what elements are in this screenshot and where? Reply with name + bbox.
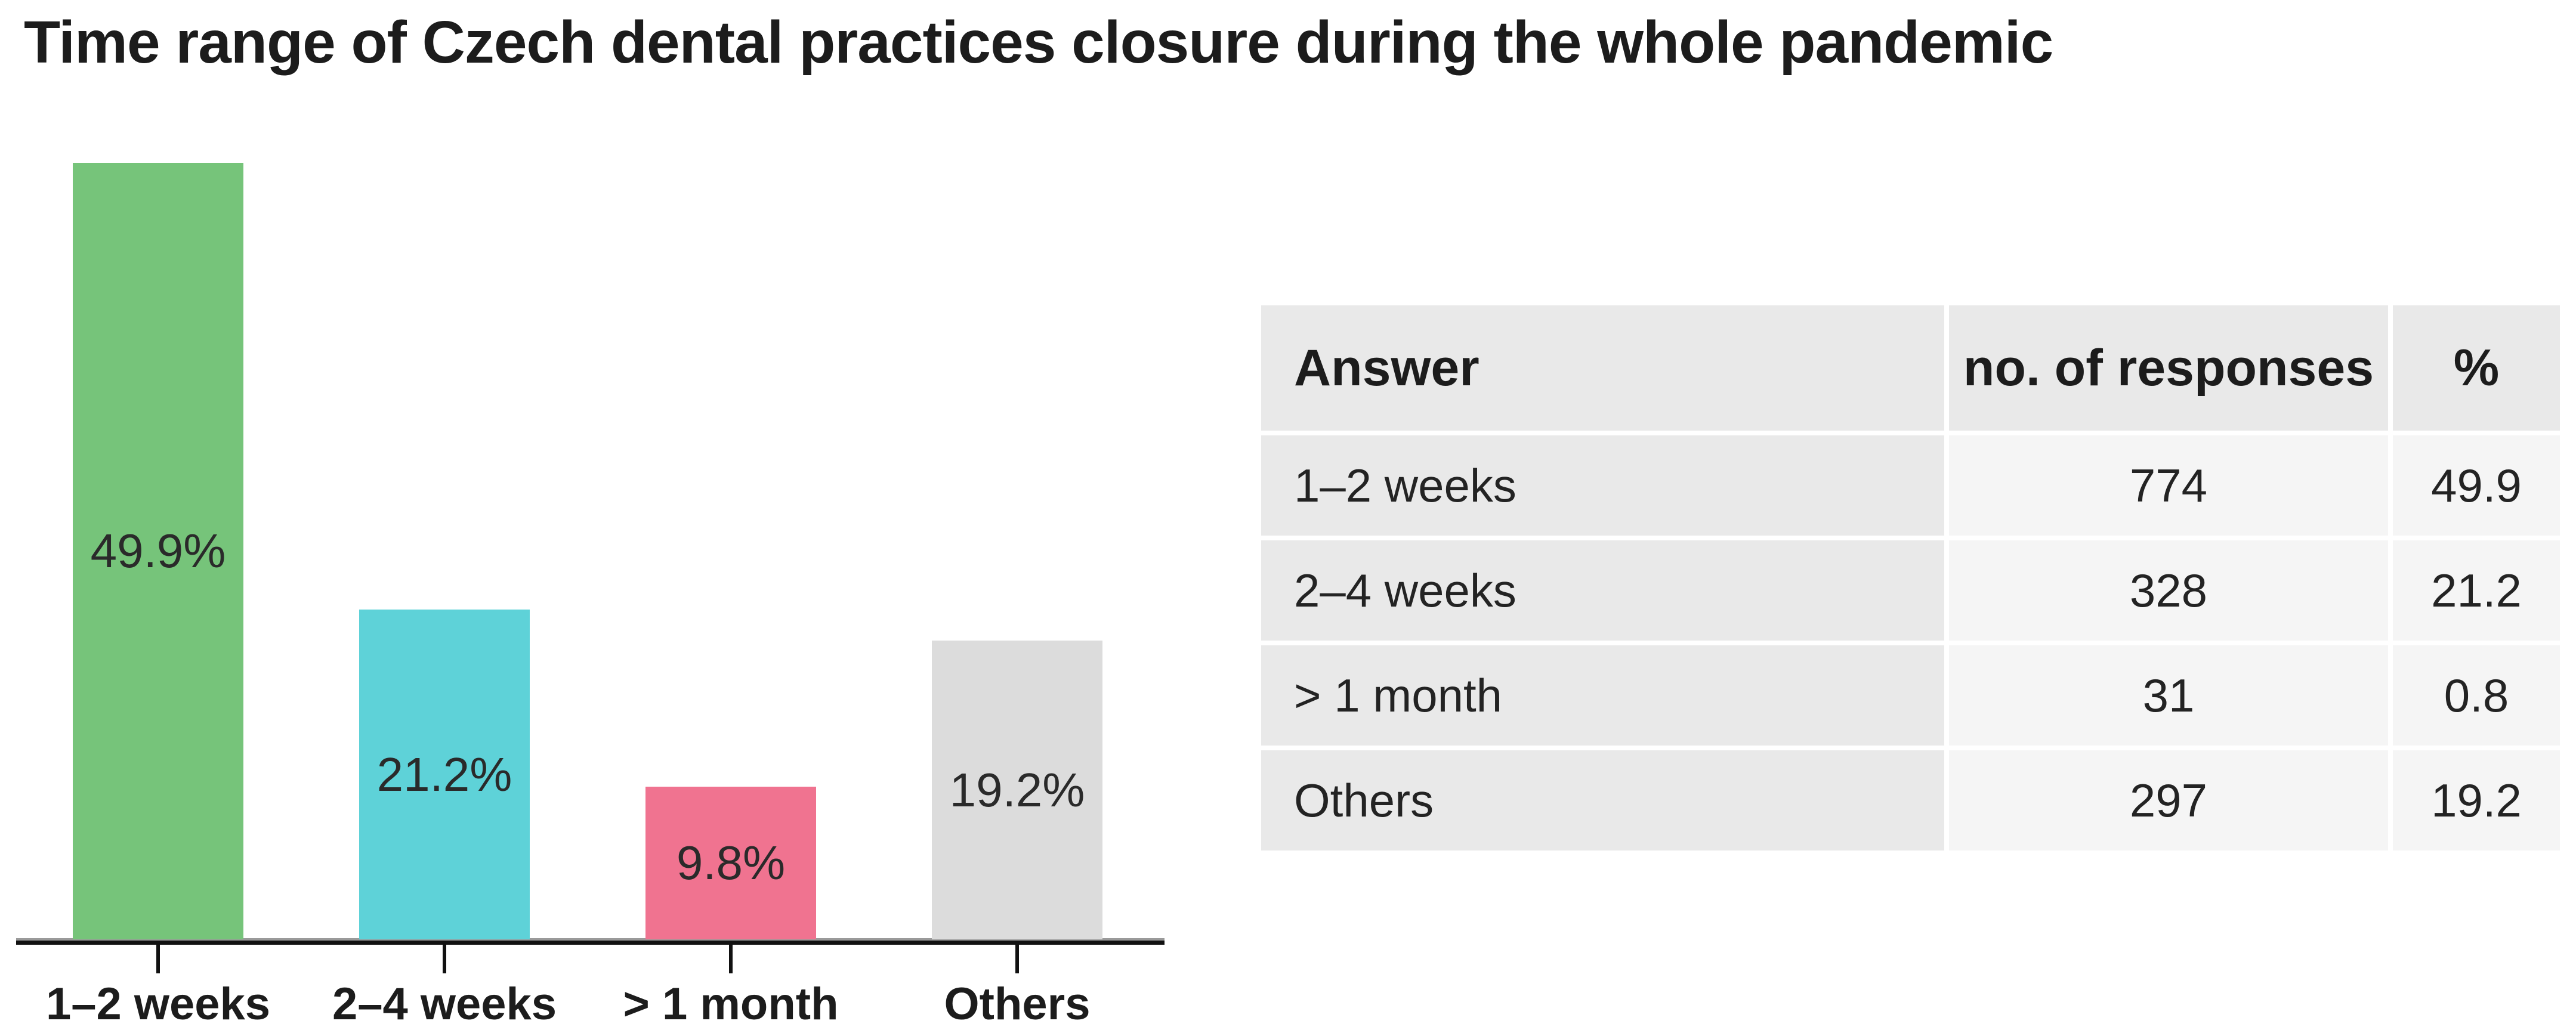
bar-value-label: 49.9% xyxy=(90,524,226,577)
x-axis-tick xyxy=(156,945,160,973)
table-cell-percent: 0.8 xyxy=(2393,645,2560,746)
x-axis-tick xyxy=(729,945,733,973)
table-cell-responses: 774 xyxy=(1949,435,2388,536)
bar-value-label: 9.8% xyxy=(676,836,786,889)
x-axis-label: > 1 month xyxy=(623,979,839,1029)
table-header-responses: no. of responses xyxy=(1949,305,2388,431)
table-cell-answer: Others xyxy=(1261,750,1944,850)
bar-value-label: 21.2% xyxy=(376,747,512,801)
data-table: Answer no. of responses % 1–2 weeks 774 49… xyxy=(1261,305,2560,850)
bar: 49.9% xyxy=(73,163,243,939)
bar: 9.8% xyxy=(645,787,816,939)
bar-chart: 49.9% 1–2 weeks 21.2% 2–4 weeks 9.8% > 1 mont… xyxy=(0,0,1193,1033)
table-cell-answer: > 1 month xyxy=(1261,645,1944,746)
table-cell-responses: 328 xyxy=(1949,540,2388,641)
table-cell-answer: 2–4 weeks xyxy=(1261,540,1944,641)
bar-value-label: 19.2% xyxy=(949,763,1085,816)
table-header-answer: Answer xyxy=(1261,305,1944,431)
table-cell-answer: 1–2 weeks xyxy=(1261,435,1944,536)
bar: 21.2% xyxy=(359,610,530,939)
table-cell-responses: 31 xyxy=(1949,645,2388,746)
table-cell-percent: 49.9 xyxy=(2393,435,2560,536)
chart-title: Time range of Czech dental practices clo… xyxy=(24,9,2053,76)
x-axis-tick xyxy=(443,945,446,973)
bar: 19.2% xyxy=(932,641,1102,939)
x-axis-label: Others xyxy=(944,979,1091,1029)
x-axis-tick xyxy=(1015,945,1019,973)
table-header-percent: % xyxy=(2393,305,2560,431)
x-axis-line xyxy=(16,941,1165,945)
table-cell-percent: 19.2 xyxy=(2393,750,2560,850)
x-axis-shadow-line xyxy=(16,938,1165,941)
x-axis-label: 2–4 weeks xyxy=(332,979,557,1029)
x-axis-label: 1–2 weeks xyxy=(45,979,271,1029)
table-cell-percent: 21.2 xyxy=(2393,540,2560,641)
table-cell-responses: 297 xyxy=(1949,750,2388,850)
